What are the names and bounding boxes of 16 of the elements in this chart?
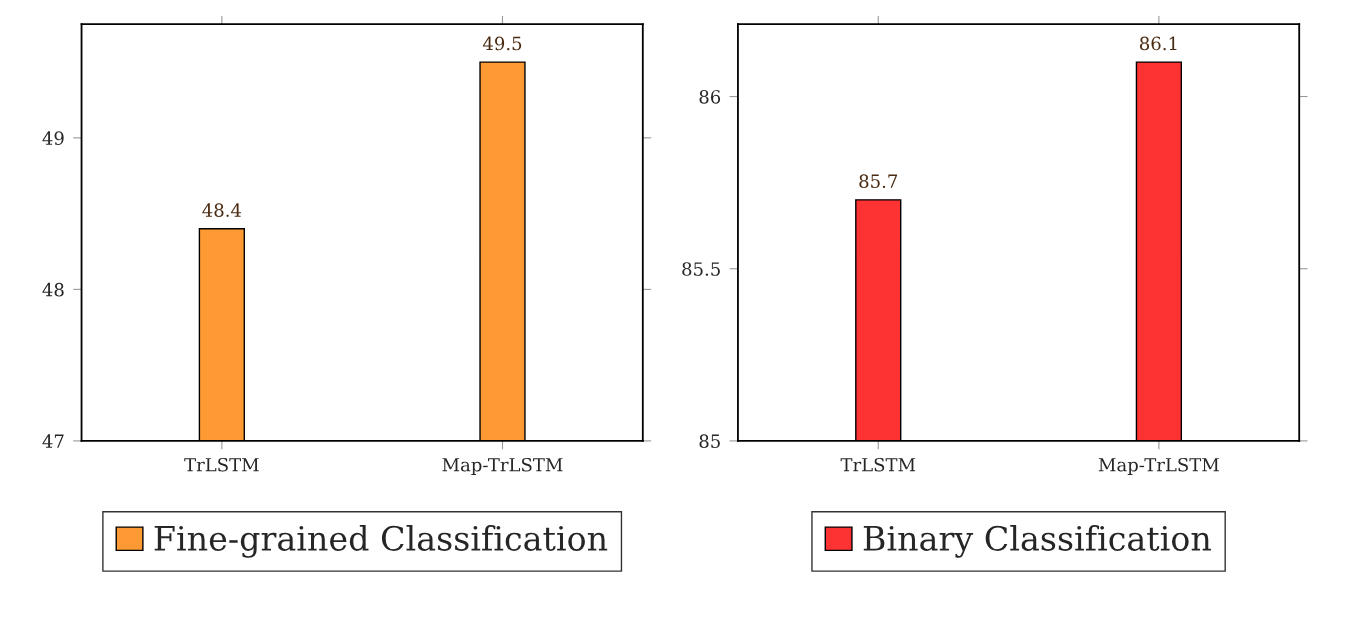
data-label: 49.5 bbox=[482, 36, 522, 51]
data-label: 85.7 bbox=[859, 174, 898, 189]
data-label: 86.1 bbox=[1139, 36, 1177, 51]
y-tick-label: 86 bbox=[699, 90, 721, 104]
y-tick-label: 48 bbox=[42, 282, 64, 297]
x-tick-label: TrLSTM bbox=[184, 457, 259, 472]
data-label: 48.4 bbox=[202, 203, 242, 217]
y-tick-label: 49 bbox=[42, 131, 64, 145]
y-tick-label: 47 bbox=[42, 434, 64, 448]
y-tick-label: 85.5 bbox=[682, 262, 720, 276]
x-tick-label: Map-TrLSTM bbox=[1098, 457, 1219, 476]
x-tick-label: TrLSTM bbox=[840, 457, 916, 472]
legend-label: Fine-grained Classification bbox=[154, 525, 608, 558]
x-tick-label: Map-TrLSTM bbox=[442, 457, 563, 476]
legend-label: Binary Classification bbox=[863, 525, 1211, 558]
y-tick-label: 85 bbox=[699, 434, 720, 449]
